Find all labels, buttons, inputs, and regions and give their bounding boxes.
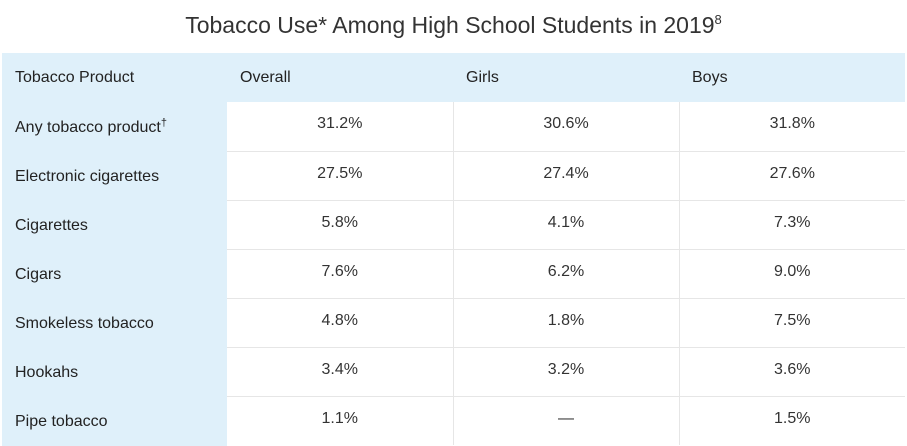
product-name: Cigars: [15, 266, 62, 283]
table-row: Any tobacco product† 31.2% 30.6% 31.8%: [2, 102, 905, 152]
girls-value: 30.6%: [453, 102, 680, 152]
row-label: Pipe tobacco: [2, 396, 227, 446]
product-name: Cigarettes: [15, 217, 88, 234]
girls-value: 1.8%: [453, 298, 680, 348]
row-label: Any tobacco product†: [2, 102, 227, 152]
table-row: Electronic cigarettes 27.5% 27.4% 27.6%: [2, 151, 905, 201]
header-row: Tobacco Product Overall Girls Boys: [2, 53, 905, 102]
tobacco-use-table: Tobacco Product Overall Girls Boys Any t…: [2, 53, 905, 446]
title-footnote-ref: 8: [714, 12, 722, 27]
boys-value: 9.0%: [679, 249, 905, 299]
overall-value: 1.1%: [227, 396, 454, 445]
table-title: Tobacco Use* Among High School Students …: [0, 8, 907, 42]
row-label: Cigars: [2, 249, 227, 299]
overall-value: 3.4%: [227, 347, 454, 397]
header-boys: Boys: [692, 68, 728, 86]
product-name: Hookahs: [15, 364, 79, 381]
header-overall: Overall: [240, 68, 291, 86]
product-name: Electronic cigarettes: [15, 168, 160, 185]
table-row: Hookahs 3.4% 3.2% 3.6%: [2, 347, 905, 397]
product-name: Any tobacco product: [15, 118, 161, 136]
header-tobacco-product: Tobacco Product: [15, 68, 135, 86]
girls-value: 4.1%: [453, 200, 680, 250]
boys-value: 27.6%: [679, 151, 905, 201]
boys-value: 3.6%: [679, 347, 905, 397]
overall-value: 27.5%: [227, 151, 454, 201]
overall-value: 5.8%: [227, 200, 454, 250]
girls-value: —: [453, 396, 680, 445]
boys-value: 1.5%: [774, 409, 811, 427]
table-row: Pipe tobacco 1.1% — 1.5%: [2, 396, 905, 446]
header-girls: Girls: [466, 68, 499, 86]
footnote-mark: †: [160, 116, 167, 129]
row-label: Cigarettes: [2, 200, 227, 250]
row-label: Smokeless tobacco: [2, 298, 227, 348]
overall-value: 7.6%: [227, 249, 454, 299]
table-row: Cigars 7.6% 6.2% 9.0%: [2, 249, 905, 299]
overall-value: 4.8%: [227, 298, 454, 348]
overall-value: 31.2%: [227, 102, 454, 152]
girls-value: 3.2%: [453, 347, 680, 397]
girls-value: 6.2%: [453, 249, 680, 299]
product-name: Pipe tobacco: [15, 413, 108, 430]
boys-value: 7.5%: [679, 298, 905, 348]
product-name: Smokeless tobacco: [15, 315, 154, 332]
table-title-text: Tobacco Use* Among High School Students …: [185, 12, 715, 38]
table-row: Cigarettes 5.8% 4.1% 7.3%: [2, 200, 905, 250]
row-label: Hookahs: [2, 347, 227, 397]
table-body: Any tobacco product† 31.2% 30.6% 31.8% E…: [2, 102, 905, 446]
boys-value: 31.8%: [679, 102, 905, 152]
table-header: Tobacco Product Overall Girls Boys: [2, 53, 905, 102]
row-label: Electronic cigarettes: [2, 151, 227, 201]
girls-value: 27.4%: [453, 151, 680, 201]
boys-value: 7.3%: [679, 200, 905, 250]
table-row: Smokeless tobacco 4.8% 1.8% 7.5%: [2, 298, 905, 348]
